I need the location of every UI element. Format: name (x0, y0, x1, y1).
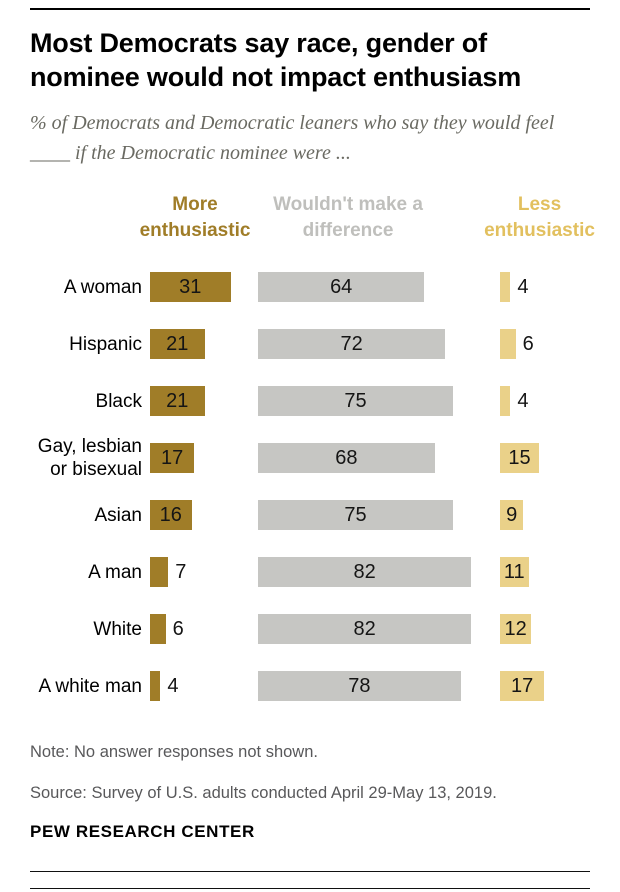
chart-subtitle: % of Democrats and Democratic leaners wh… (30, 112, 555, 164)
value-label: 4 (167, 675, 179, 697)
bar-less-enthusiastic (500, 671, 545, 701)
bar-no-difference (258, 671, 461, 701)
bar-more-enthusiastic (150, 329, 205, 359)
row-label: Asian (94, 504, 142, 526)
row-label: Black (95, 390, 142, 412)
bar-no-difference (258, 557, 472, 587)
value-label: 16 (159, 504, 182, 526)
bar-chart: A woman 31 64 4 Hispanic 21 72 6 Black 21 75 4 Gay, … (30, 264, 590, 724)
bar-more-enthusiastic (150, 386, 205, 416)
row-label: White (93, 618, 142, 640)
bar-no-difference (258, 272, 425, 302)
value-label: 11 (503, 561, 525, 583)
top-divider (30, 8, 590, 10)
value-label: 7 (175, 561, 187, 583)
value-label: 17 (160, 447, 184, 469)
chart-title: Most Democrats say race, gender of nomin… (30, 28, 522, 92)
bar-less-enthusiastic (500, 443, 539, 473)
bar-more-enthusiastic (150, 272, 231, 302)
bar-no-difference (258, 386, 453, 416)
bar-less-enthusiastic (500, 272, 511, 302)
bar-no-difference (258, 614, 472, 644)
bar-more-enthusiastic (150, 557, 169, 587)
value-label: 21 (166, 333, 189, 355)
note-text: Note: No answer responses not shown. (30, 743, 318, 761)
value-label: 82 (353, 618, 376, 640)
value-label: 75 (344, 390, 367, 412)
bar-less-enthusiastic (500, 386, 511, 416)
bar-more-enthusiastic (150, 671, 161, 701)
value-label: 12 (504, 618, 527, 640)
value-label: 75 (344, 504, 367, 526)
bar-no-difference (258, 500, 453, 530)
value-label: 6 (172, 618, 184, 640)
bar-more-enthusiastic (150, 443, 195, 473)
value-label: 72 (340, 333, 363, 355)
column-headers: More enthusiastic Wouldn't make a differ… (30, 192, 595, 248)
column-header-more-enthusiastic: More enthusiastic (139, 194, 251, 241)
value-label: 17 (510, 675, 534, 697)
column-header-less-enthusiastic: Less enthusiastic (484, 194, 595, 241)
row-label: Gay, lesbian or bisexual (37, 436, 142, 480)
bar-more-enthusiastic (150, 500, 192, 530)
value-label: 82 (353, 561, 376, 583)
column-header-no-difference: Wouldn't make a difference (273, 194, 423, 241)
row-label: A woman (63, 276, 142, 298)
row-label: A man (88, 561, 142, 583)
bar-more-enthusiastic (150, 614, 166, 644)
bar-less-enthusiastic (500, 329, 516, 359)
value-label: 9 (506, 504, 518, 526)
value-label: 21 (166, 390, 189, 412)
value-label: 4 (517, 276, 529, 298)
value-label: 6 (522, 333, 534, 355)
bar-no-difference (258, 329, 446, 359)
value-label: 15 (508, 447, 531, 469)
bar-less-enthusiastic (500, 500, 524, 530)
value-label: 31 (179, 276, 202, 298)
row-label: Hispanic (69, 333, 142, 355)
bottom-divider (30, 871, 590, 872)
source-text: Source: Survey of U.S. adults conducted … (30, 784, 497, 802)
pew-research-center-wordmark: PEW RESEARCH CENTER (30, 822, 255, 841)
bar-less-enthusiastic (500, 614, 532, 644)
row-label: A white man (38, 675, 143, 697)
value-label: 64 (330, 276, 353, 298)
bottom-edge-divider (30, 888, 590, 889)
value-label: 4 (517, 390, 529, 412)
bar-less-enthusiastic (500, 557, 529, 587)
value-label: 78 (348, 675, 371, 697)
bar-no-difference (258, 443, 435, 473)
value-label: 68 (335, 447, 358, 469)
